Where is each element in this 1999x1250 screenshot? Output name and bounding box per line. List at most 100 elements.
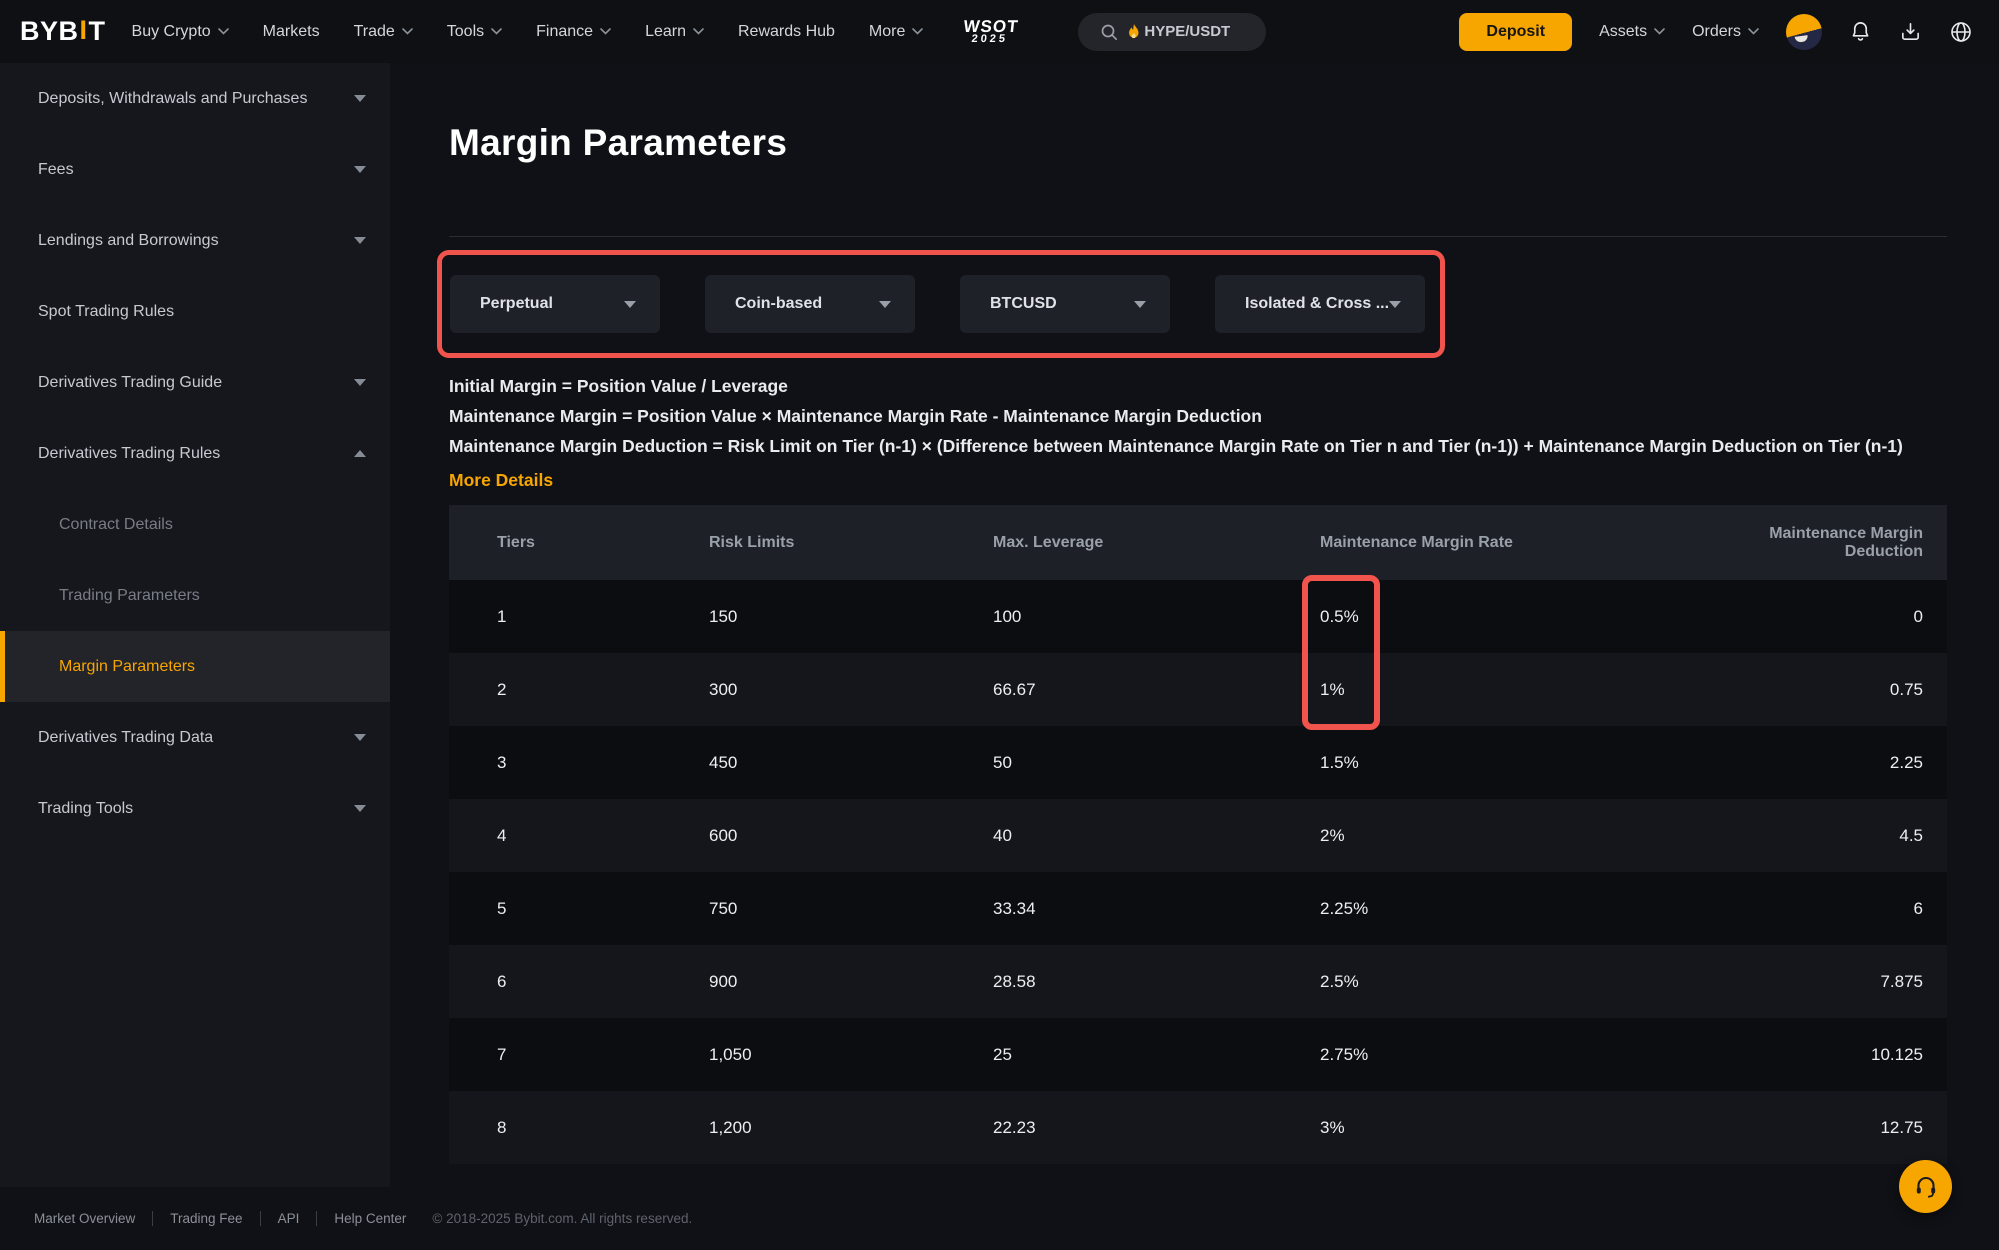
cell-tier4-max-leverage: 40 — [993, 825, 1012, 845]
sidebar-item-label: Lendings and Borrowings — [38, 231, 219, 249]
table-body: 1 150 100 0.5% 0 2 300 66.67 1% 0.75 3 450 50 1.5% 2.2… — [449, 580, 1947, 1164]
table-row: 5 750 33.34 2.25% 6 — [449, 872, 1947, 945]
filter-dropdown-perpetual[interactable]: Perpetual — [450, 275, 660, 333]
wsot-2025-logo[interactable]: WSOT 2025 — [962, 17, 1020, 45]
cell-tier5-tiers: 5 — [497, 898, 507, 918]
sidebar-item-derivatives-trading-guide[interactable]: Derivatives Trading Guide — [0, 347, 390, 418]
avatar-mouth — [1794, 34, 1809, 43]
filter-dropdown-coin-based[interactable]: Coin-based — [705, 275, 915, 333]
filter-dropdown-btcusd[interactable]: BTCUSD — [960, 275, 1170, 333]
chevron-down-icon — [1389, 300, 1402, 308]
nav-menu-assets[interactable]: Assets — [1599, 23, 1665, 41]
table-header-row: Tiers Risk Limits Max. Leverage Maintenance… — [449, 505, 1947, 580]
cell-tier7-maintenance-margin-deduction: 10.125 — [1871, 1044, 1923, 1064]
sidebar-item-margin-parameters[interactable]: Margin Parameters — [0, 631, 390, 702]
sidebar: Deposits, Withdrawals and Purchases Fees L… — [0, 63, 390, 1187]
nav-item-label: Finance — [536, 22, 594, 40]
nav-item-finance[interactable]: Finance — [536, 23, 611, 41]
chevron-down-icon — [1654, 28, 1665, 35]
cell-tier2-maintenance-margin-deduction: 0.75 — [1889, 679, 1923, 699]
sidebar-item-derivatives-trading-data[interactable]: Derivatives Trading Data — [0, 702, 390, 773]
cell-tier3-maintenance-margin-rate: 1.5% — [1320, 752, 1359, 772]
nav-item-label: Tools — [446, 22, 485, 40]
deposit-button[interactable]: Deposit — [1459, 12, 1573, 51]
footer-links: Market Overview Trading Fee API Help Center — [34, 1211, 406, 1226]
column-header-tiers: Tiers — [497, 533, 535, 551]
sidebar-item-lendings-and-borrowings[interactable]: Lendings and Borrowings — [0, 205, 390, 276]
cell-tier6-maintenance-margin-deduction: 7.875 — [1880, 971, 1923, 991]
dropdown-value: Perpetual — [480, 295, 553, 312]
margin-table-wrap: Tiers Risk Limits Max. Leverage Maintenance… — [449, 505, 1947, 1164]
sidebar-item-spot-trading-rules[interactable]: Spot Trading Rules — [0, 276, 390, 347]
footer-link-market-overview[interactable]: Market Overview — [34, 1211, 136, 1226]
table-row: 8 1,200 22.23 3% 12.75 — [449, 1091, 1947, 1164]
nav-item-rewards-hub[interactable]: Rewards Hub — [738, 23, 835, 41]
cell-tier3-risk-limits: 450 — [709, 752, 738, 772]
table-row: 3 450 50 1.5% 2.25 — [449, 726, 1947, 799]
dropdown-value: BTCUSD — [990, 295, 1057, 312]
nav-item-buy-crypto[interactable]: Buy Crypto — [132, 23, 229, 41]
nav-item-tools[interactable]: Tools — [447, 23, 502, 41]
nav-item-learn[interactable]: Learn — [645, 23, 704, 41]
chevron-down-icon — [912, 28, 924, 35]
page-body: Deposits, Withdrawals and Purchases Fees L… — [0, 63, 1999, 1187]
chevron-down-icon — [354, 379, 366, 386]
cell-tier4-maintenance-margin-rate: 2% — [1320, 825, 1345, 845]
sidebar-item-fees[interactable]: Fees — [0, 134, 390, 205]
sidebar-item-contract-details[interactable]: Contract Details — [0, 489, 390, 560]
cell-tier8-max-leverage: 22.23 — [993, 1117, 1036, 1137]
nav-menu-label: Orders — [1692, 22, 1741, 40]
sidebar-item-derivatives-trading-rules[interactable]: Derivatives Trading Rules — [0, 418, 390, 489]
sidebar-item-trading-parameters[interactable]: Trading Parameters — [0, 560, 390, 631]
cell-tier4-maintenance-margin-deduction: 4.5 — [1899, 825, 1923, 845]
footer-link-trading-fee[interactable]: Trading Fee — [170, 1211, 243, 1226]
logo-accent-i: I — [79, 15, 88, 45]
cell-tier7-risk-limits: 1,050 — [709, 1044, 752, 1064]
footer-link-api[interactable]: API — [277, 1211, 300, 1226]
chevron-down-icon — [401, 28, 413, 35]
footer-link-help-center[interactable]: Help Center — [334, 1211, 407, 1226]
sidebar-item-label: Derivatives Trading Guide — [38, 373, 223, 391]
cell-tier1-maintenance-margin-deduction: 0 — [1913, 606, 1923, 626]
cell-tier7-maintenance-margin-rate: 2.75% — [1320, 1044, 1369, 1064]
nav-item-more[interactable]: More — [869, 23, 924, 41]
filters-annotation-box: Perpetual Coin-based BTCUSD Isolated & Cros… — [437, 250, 1445, 358]
cell-tier5-maintenance-margin-deduction: 6 — [1913, 898, 1923, 918]
formula-line: Maintenance Margin = Position Value × Ma… — [449, 406, 1262, 426]
cell-tier3-maintenance-margin-deduction: 2.25 — [1889, 752, 1923, 772]
search-input[interactable]: HYPE/USDT — [1078, 12, 1267, 51]
avatar[interactable] — [1786, 13, 1822, 50]
cell-tier3-tiers: 3 — [497, 752, 507, 772]
footer-separator — [259, 1211, 261, 1226]
nav-menu-orders[interactable]: Orders — [1692, 23, 1759, 41]
support-chat-button[interactable] — [1899, 1160, 1952, 1213]
cell-tier6-maintenance-margin-rate: 2.5% — [1320, 971, 1359, 991]
sidebar-item-deposits-withdrawals-and-purchases[interactable]: Deposits, Withdrawals and Purchases — [0, 63, 390, 134]
cell-tier5-risk-limits: 750 — [709, 898, 738, 918]
logo-part3: T — [88, 16, 106, 46]
cell-tier7-max-leverage: 25 — [993, 1044, 1012, 1064]
table-row: 4 600 40 2% 4.5 — [449, 799, 1947, 872]
top-nav: BYB I T Buy Crypto Markets Trade Tools Finance… — [0, 0, 1999, 63]
cell-tier6-tiers: 6 — [497, 971, 507, 991]
sidebar-item-label: Fees — [38, 160, 74, 178]
more-details-link[interactable]: More Details — [449, 470, 554, 490]
globe-icon[interactable] — [1949, 20, 1973, 44]
nav-item-trade[interactable]: Trade — [354, 23, 413, 41]
download-icon[interactable] — [1899, 20, 1922, 43]
filter-dropdown-isolated-cross-[interactable]: Isolated & Cross ... — [1215, 275, 1425, 333]
bell-icon[interactable] — [1849, 20, 1872, 43]
bybit-logo[interactable]: BYB I T — [20, 15, 106, 47]
column-header-max-leverage: Max. Leverage — [993, 533, 1104, 551]
dropdown-value: Isolated & Cross ... — [1245, 295, 1390, 312]
nav-item-markets[interactable]: Markets — [263, 23, 320, 41]
cell-tier8-risk-limits: 1,200 — [709, 1117, 752, 1137]
sidebar-item-label: Margin Parameters — [59, 657, 196, 675]
logo-part1: BYB — [20, 16, 79, 46]
chevron-up-icon — [354, 450, 366, 457]
column-header-maintenance-margin-deduction: Maintenance Margin Deduction — [1769, 524, 1923, 560]
sidebar-item-label: Derivatives Trading Data — [38, 728, 214, 746]
headset-icon — [1912, 1173, 1940, 1201]
cell-tier8-maintenance-margin-rate: 3% — [1320, 1117, 1345, 1137]
sidebar-item-trading-tools[interactable]: Trading Tools — [0, 773, 390, 844]
